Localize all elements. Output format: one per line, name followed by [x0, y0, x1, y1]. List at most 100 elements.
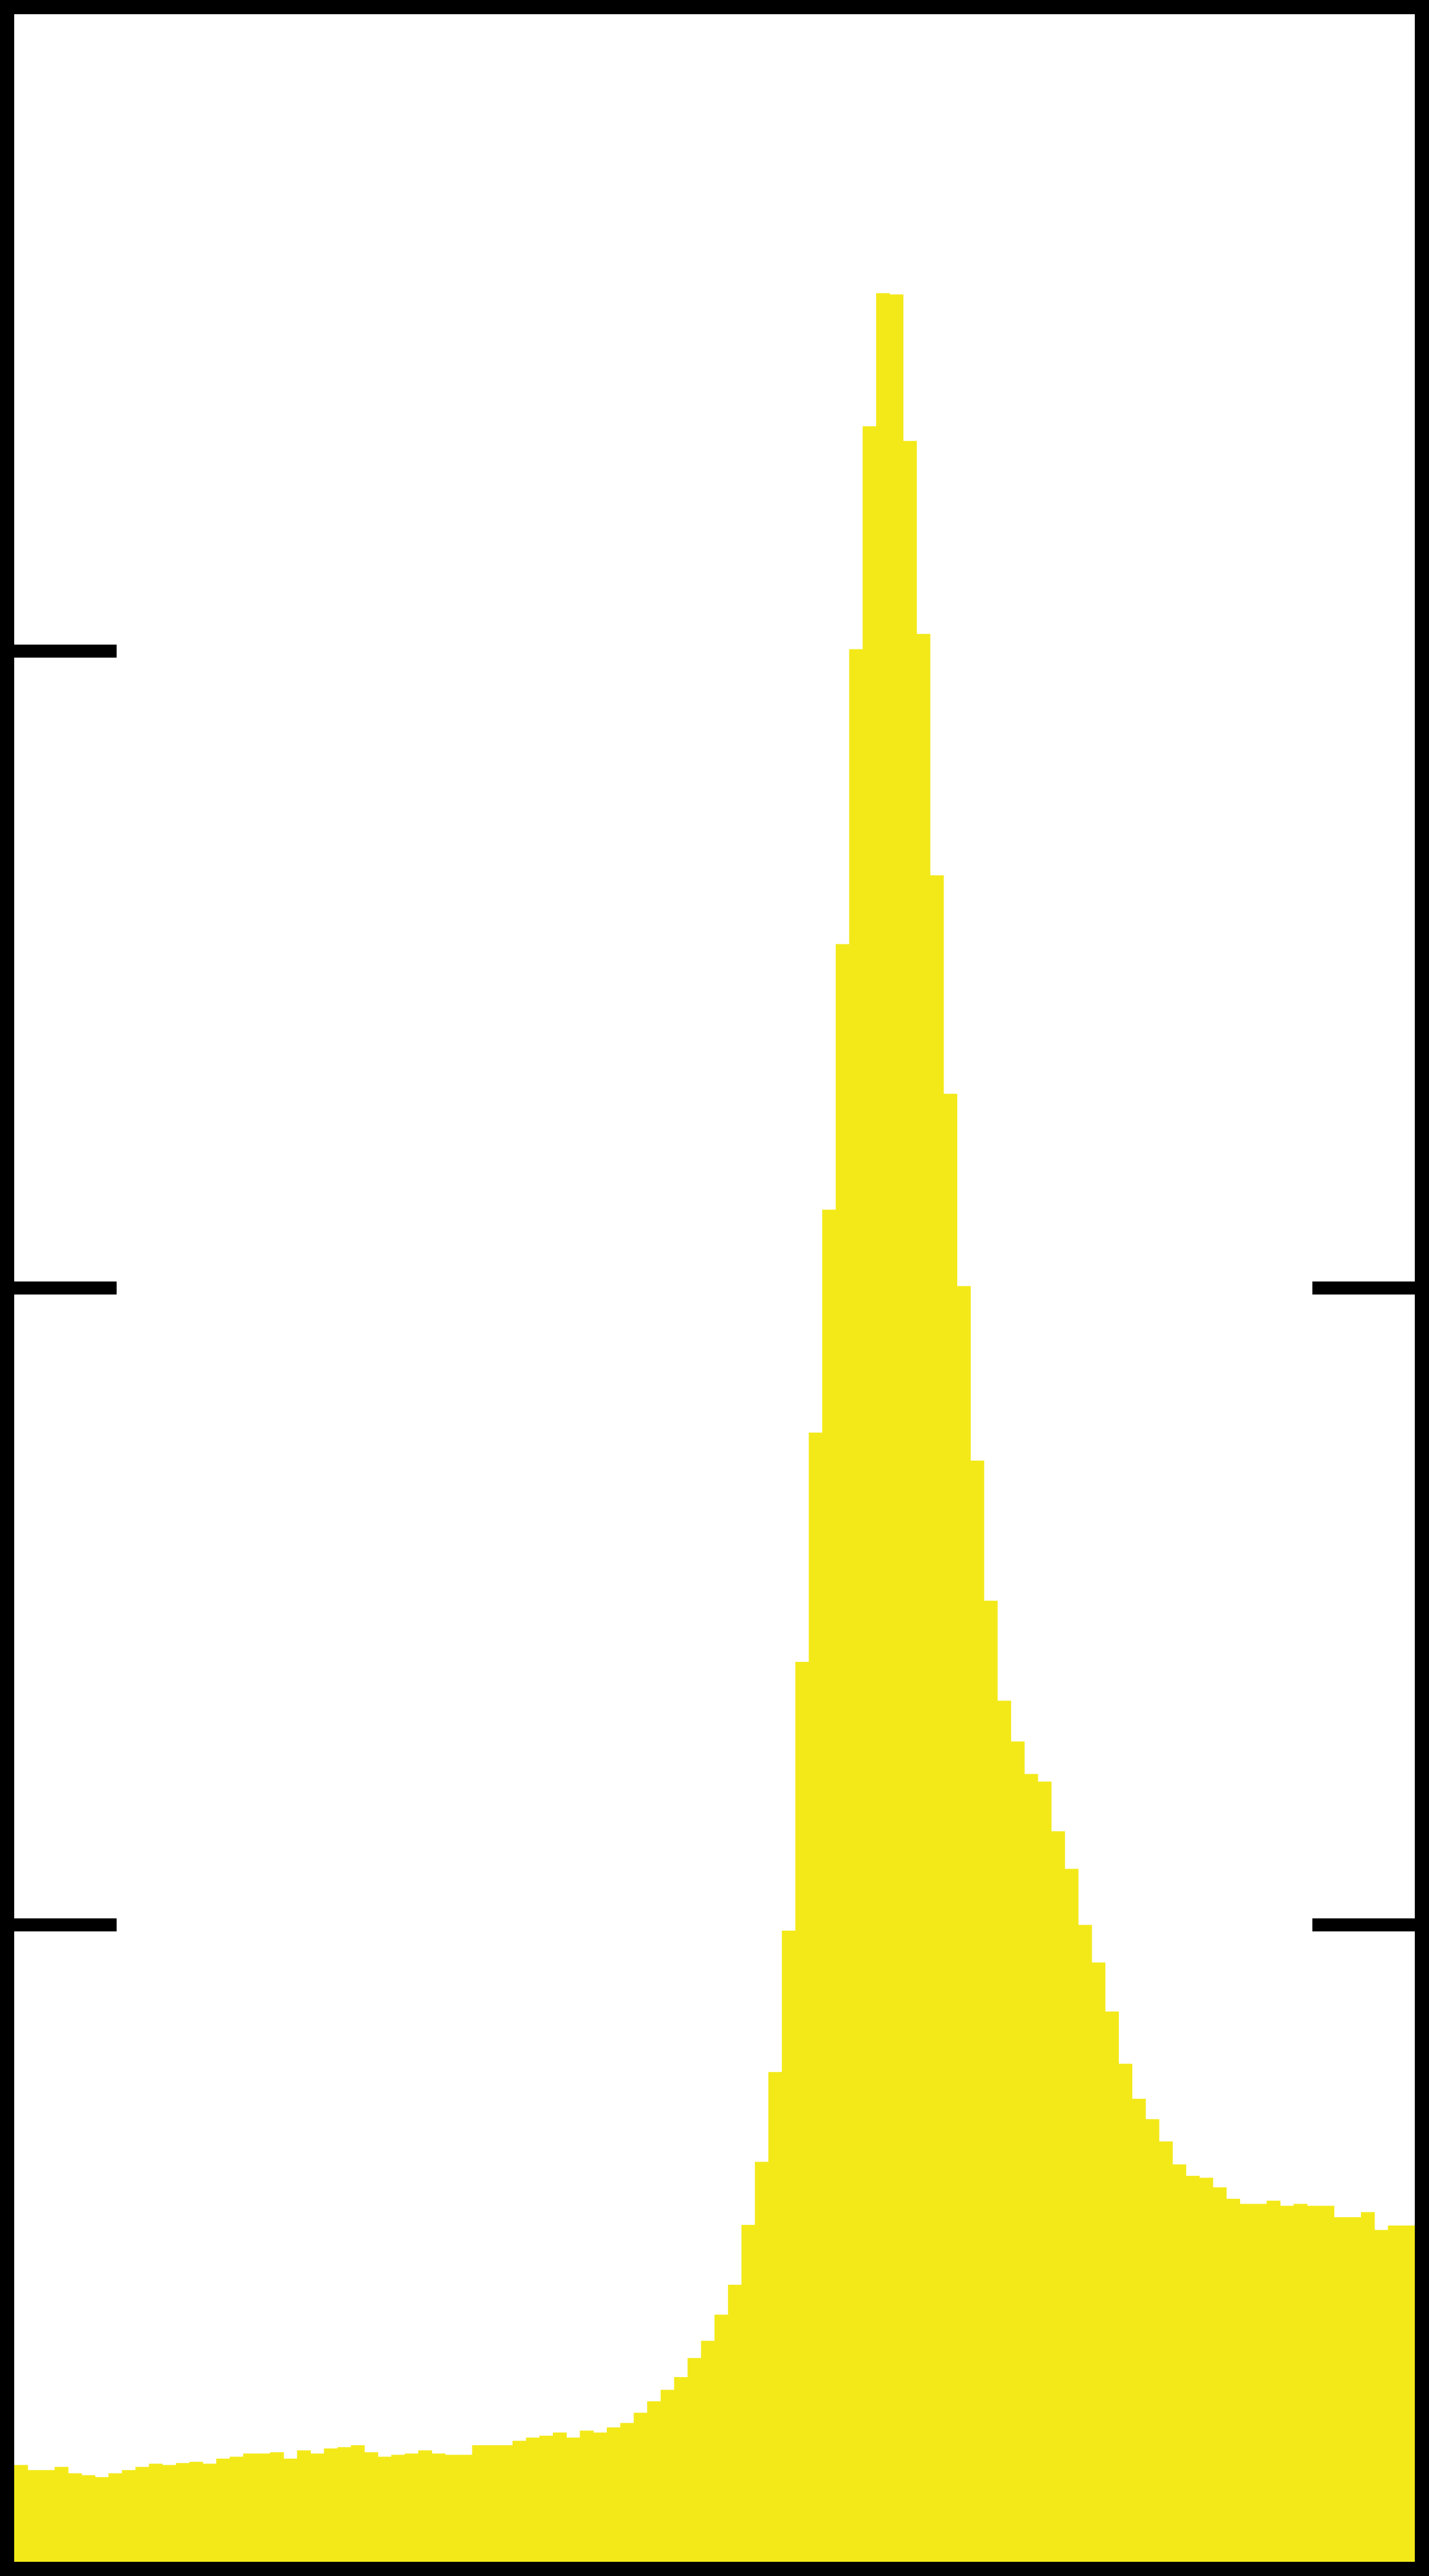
histogram-bar: [822, 1210, 836, 2562]
histogram-bars: [14, 293, 1415, 2562]
histogram-bar: [970, 1461, 984, 2562]
histogram-bar: [499, 2445, 513, 2562]
histogram-bar: [230, 2456, 244, 2562]
histogram-bar: [997, 1700, 1012, 2562]
histogram-bar: [162, 2465, 176, 2562]
histogram-bar: [674, 2377, 688, 2562]
histogram-bar: [54, 2466, 69, 2562]
histogram-bar: [404, 2453, 419, 2562]
histogram-bar: [607, 2427, 621, 2562]
histogram-bar: [27, 2470, 42, 2562]
histogram-bar: [324, 2448, 338, 2562]
histogram-bar: [1374, 2230, 1389, 2562]
histogram-bar: [809, 1432, 823, 2562]
histogram-bar: [216, 2458, 230, 2562]
histogram-bar: [1172, 2164, 1186, 2562]
histogram-bar: [862, 426, 877, 2562]
histogram-bar: [1038, 1781, 1052, 2562]
histogram-bar: [1293, 2204, 1308, 2562]
histogram-bar: [81, 2475, 96, 2562]
histogram-bar: [647, 2401, 661, 2562]
histogram-bar: [68, 2473, 82, 2562]
histogram-bar: [1361, 2212, 1375, 2562]
histogram-bar: [1158, 2141, 1173, 2562]
histogram-bar: [512, 2440, 527, 2562]
histogram-bar: [768, 2072, 783, 2562]
histogram-bar: [391, 2455, 405, 2562]
histogram-bar: [1320, 2205, 1335, 2562]
histogram-bar: [781, 1930, 796, 2562]
histogram-bar: [1226, 2198, 1240, 2562]
histogram-bar: [1145, 2119, 1160, 2562]
histogram-bar: [593, 2432, 607, 2562]
histogram-bar: [553, 2432, 567, 2562]
histogram-bar: [539, 2436, 553, 2562]
histogram-bar: [472, 2445, 486, 2562]
histogram-bar: [526, 2437, 540, 2562]
histogram-bar: [1186, 2176, 1200, 2562]
histogram-bar: [1064, 1869, 1079, 2562]
histogram-bar: [364, 2452, 378, 2562]
histogram-bar: [620, 2423, 635, 2562]
histogram-bar: [1199, 2178, 1214, 2562]
histogram-bar: [714, 2314, 729, 2562]
histogram-bar: [1078, 1925, 1092, 2562]
histogram-bar: [661, 2390, 675, 2562]
histogram-bar: [1347, 2217, 1362, 2562]
histogram-bar: [176, 2463, 190, 2562]
histogram-bar: [14, 2465, 28, 2562]
histogram-bar: [1388, 2226, 1402, 2562]
histogram-bar: [284, 2458, 298, 2562]
histogram-bar: [149, 2464, 163, 2562]
histogram-bar: [270, 2452, 284, 2562]
histogram-bar: [122, 2470, 136, 2562]
histogram-bar: [202, 2464, 217, 2562]
histogram-bar: [687, 2358, 701, 2562]
histogram-bar: [418, 2450, 432, 2562]
histogram-bar: [916, 633, 931, 2562]
histogram-bar: [984, 1600, 998, 2562]
histogram-bar: [1401, 2226, 1415, 2562]
histogram-bar: [943, 1094, 958, 2562]
histogram-bar: [957, 1286, 971, 2562]
histogram-bar: [795, 1661, 809, 2562]
axis-ticks: [14, 644, 1415, 1932]
histogram-bar: [580, 2430, 594, 2562]
histogram-bar: [903, 440, 917, 2562]
histogram-bar: [445, 2455, 459, 2562]
histogram-bar: [1266, 2201, 1281, 2562]
histogram-bar: [1118, 2063, 1132, 2562]
histogram-bar: [1051, 1831, 1066, 2562]
histogram-bar: [378, 2456, 392, 2562]
histogram-bar: [566, 2437, 581, 2562]
histogram-bar: [1105, 2011, 1119, 2562]
histogram-bar: [310, 2453, 324, 2562]
histogram-bar: [458, 2455, 473, 2562]
histogram-bar: [889, 294, 904, 2562]
histogram-bar: [1334, 2217, 1348, 2562]
histogram-bar: [1092, 1962, 1106, 2562]
histogram-bar: [930, 875, 944, 2562]
histogram-bar: [1253, 2204, 1267, 2562]
histogram-bar: [849, 649, 863, 2562]
histogram-bar: [1280, 2205, 1294, 2562]
histogram-bar: [876, 293, 890, 2562]
histogram-bar: [350, 2445, 365, 2562]
histogram-bar: [1212, 2187, 1227, 2562]
histogram-bar: [256, 2453, 271, 2562]
histogram-bar: [135, 2466, 150, 2562]
histogram-bar: [485, 2445, 500, 2562]
histogram-bar: [728, 2285, 742, 2562]
histogram-bar: [701, 2340, 715, 2562]
histogram-bar: [1010, 1741, 1025, 2562]
histogram-bar: [243, 2453, 258, 2562]
histogram-bar: [432, 2453, 446, 2562]
histogram-bar: [755, 2162, 769, 2562]
histogram-bar: [108, 2473, 123, 2562]
histogram-bar: [1132, 2098, 1146, 2562]
histogram-bar: [1240, 2204, 1254, 2562]
histogram-bar: [835, 944, 850, 2562]
